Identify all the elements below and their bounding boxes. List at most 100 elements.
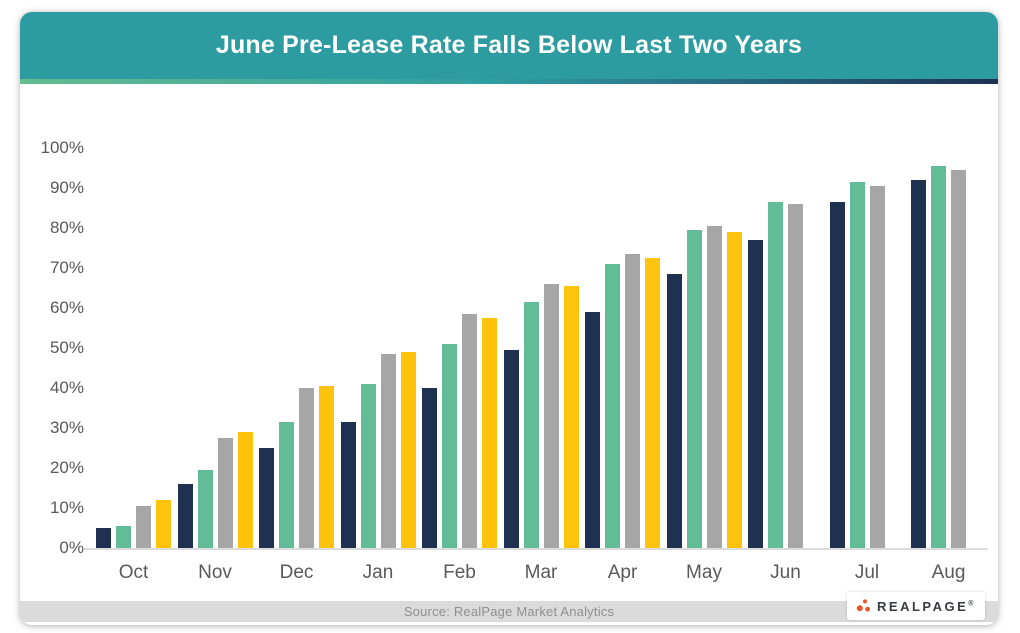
bar-gray-mar — [543, 284, 559, 548]
x-tick-label-nov: Nov — [198, 562, 232, 583]
bar-slot — [442, 344, 457, 548]
y-tick-label-60: 60% — [49, 298, 84, 317]
bar-slot — [380, 354, 396, 548]
bar-navy-jun — [748, 240, 763, 548]
bar-slot — [400, 352, 416, 548]
chart-title: June Pre-Lease Rate Falls Below Last Two… — [215, 31, 803, 59]
x-tick-label-apr: Apr — [607, 562, 638, 583]
bar-yellow-oct — [156, 500, 171, 548]
bar-slot — [911, 180, 926, 548]
bar-gray-jul — [869, 186, 885, 548]
x-tick-label-oct: Oct — [118, 562, 149, 583]
chart-header: June Pre-Lease Rate Falls Below Last Two… — [20, 12, 998, 79]
bar-gray-may — [706, 226, 722, 548]
x-tick-label-jul: Jul — [854, 562, 880, 583]
bar-group-oct — [96, 500, 171, 548]
x-axis: Oct Nov Dec Jan Feb Mar Apr May Jun Jul Aug — [96, 562, 986, 584]
bar-yellow-may — [726, 232, 742, 548]
bar-gray-nov — [217, 438, 233, 548]
bar-slot — [585, 312, 600, 548]
bar-slot — [319, 386, 334, 548]
x-tick-label-feb: Feb — [443, 562, 476, 583]
bar-group-apr — [585, 254, 660, 548]
bar-slot — [217, 438, 233, 548]
bar-teal-aug — [931, 166, 946, 548]
bar-yellow-jan — [400, 352, 416, 548]
bar-slot — [645, 258, 660, 548]
bar-slot — [788, 204, 803, 548]
y-tick-label-80: 80% — [49, 218, 84, 237]
bar-teal-dec — [279, 422, 294, 548]
bar-slot — [666, 274, 682, 548]
bar-navy-may — [666, 274, 682, 548]
bar-navy-aug — [911, 180, 926, 548]
bar-group-nov — [177, 432, 253, 548]
bar-teal-oct — [116, 526, 131, 548]
source-label: Source: RealPage Market Analytics — [403, 604, 615, 619]
y-tick-label-100: 100% — [40, 138, 84, 157]
bar-slot — [563, 286, 579, 548]
bar-slot — [543, 284, 559, 548]
realpage-dots-icon — [856, 598, 872, 614]
y-tick-label-30: 30% — [49, 418, 84, 437]
bar-slot — [299, 388, 314, 548]
bar-group-aug — [911, 166, 986, 548]
x-tick-label-jun: Jun — [770, 562, 801, 583]
bar-yellow-dec — [319, 386, 334, 548]
bar-slot — [340, 422, 356, 548]
bar-group-jul — [829, 182, 905, 548]
bar-navy-jan — [340, 422, 356, 548]
bar-slot — [869, 186, 885, 548]
y-tick-label-0: 0% — [59, 538, 84, 557]
y-tick-label-40: 40% — [49, 378, 84, 397]
bar-teal-feb — [442, 344, 457, 548]
bar-slot — [259, 448, 274, 548]
bar-navy-apr — [585, 312, 600, 548]
bar-gray-oct — [136, 506, 151, 548]
bar-slot — [829, 202, 845, 548]
bar-gray-dec — [299, 388, 314, 548]
bar-slot — [360, 384, 376, 548]
x-tick-label-mar: Mar — [524, 562, 558, 583]
realpage-logo-text: REALPAGE® — [877, 598, 976, 614]
bar-yellow-nov — [237, 432, 253, 548]
y-tick-label-70: 70% — [49, 258, 84, 277]
bar-group-jun — [748, 202, 823, 548]
bar-teal-jun — [768, 202, 783, 548]
bar-slot — [748, 240, 763, 548]
y-tick-label-20: 20% — [49, 458, 84, 477]
bar-slot — [237, 432, 253, 548]
bar-slot — [726, 232, 742, 548]
bar-navy-feb — [422, 388, 437, 548]
bar-slot — [96, 528, 111, 548]
bar-slot — [279, 422, 294, 548]
bar-teal-jul — [849, 182, 865, 548]
bar-group-jan — [340, 352, 416, 548]
bar-slot — [951, 170, 966, 548]
bar-group-dec — [259, 386, 334, 548]
chart-card: June Pre-Lease Rate Falls Below Last Two… — [20, 12, 998, 625]
bar-navy-mar — [503, 350, 519, 548]
bar-gray-apr — [625, 254, 640, 548]
bar-yellow-feb — [482, 318, 497, 548]
bar-slot — [136, 506, 151, 548]
bar-yellow-apr — [645, 258, 660, 548]
bar-slot — [156, 500, 171, 548]
bar-slot — [849, 182, 865, 548]
bar-slot — [482, 318, 497, 548]
registered-mark: ® — [968, 600, 976, 608]
y-tick-label-10: 10% — [49, 498, 84, 517]
bar-gray-feb — [462, 314, 477, 548]
bar-teal-may — [686, 230, 702, 548]
bar-slot — [503, 350, 519, 548]
bar-group-may — [666, 226, 742, 548]
bar-slot — [197, 470, 213, 548]
bar-slot — [686, 230, 702, 548]
bar-slot — [116, 526, 131, 548]
accent-gradient-strip — [20, 79, 998, 84]
bar-navy-oct — [96, 528, 111, 548]
bar-group-feb — [422, 314, 497, 548]
bar-slot — [706, 226, 722, 548]
bar-navy-dec — [259, 448, 274, 548]
bar-slot — [768, 202, 783, 548]
